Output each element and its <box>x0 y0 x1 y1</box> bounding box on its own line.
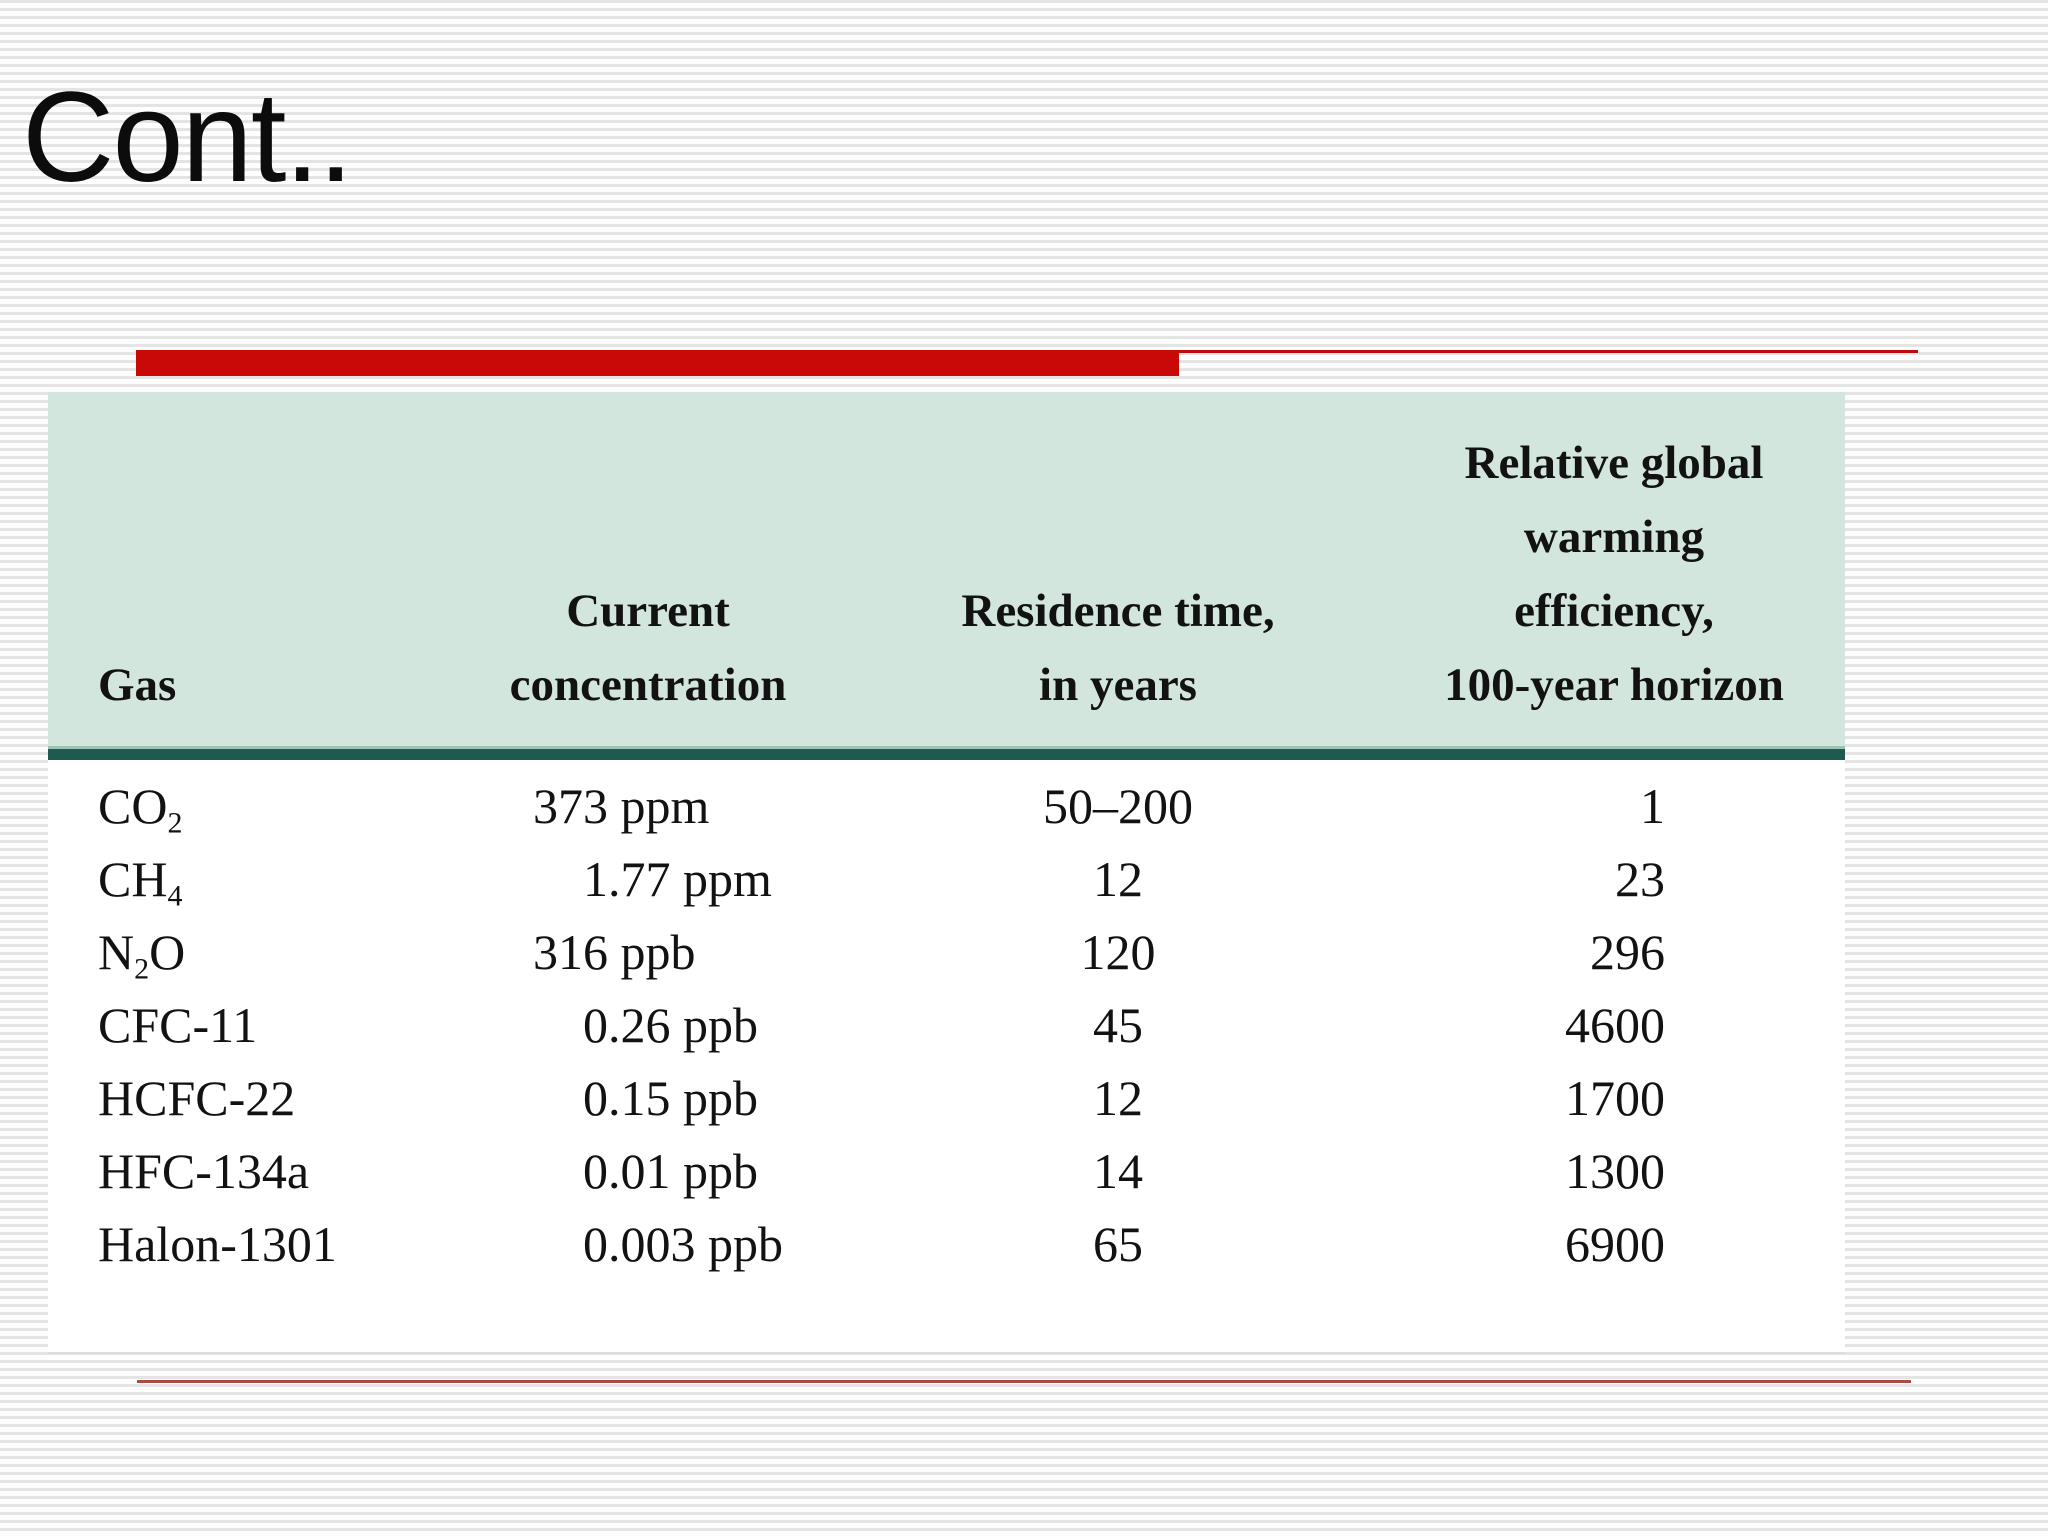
table-row: CO2 373 ppm 50–200 1 <box>48 770 1845 843</box>
warming-efficiency-cell: 4600 <box>1565 997 1665 1053</box>
concentration-integer: 0 <box>583 997 608 1053</box>
table-row: Halon-1301 0.003 ppb 65 6900 <box>48 1208 1845 1281</box>
concentration-cell: 0.003 ppb <box>388 1208 908 1281</box>
gas-subscript: 2 <box>134 952 150 986</box>
concentration-rest: .26 ppb <box>608 997 758 1053</box>
concentration-rest: ppm <box>608 778 710 834</box>
warming-efficiency-cell: 296 <box>1590 924 1665 980</box>
warming-efficiency-cell: 1300 <box>1565 1143 1665 1199</box>
gas-text: CH <box>98 851 168 907</box>
residence-time-cell: 65 <box>1093 1216 1143 1272</box>
greenhouse-gas-table: Gas Current concentration Residence time… <box>48 392 1845 1354</box>
gas-cell: CO2 <box>48 770 388 843</box>
concentration-integer: 1 <box>583 851 608 907</box>
residence-time-cell: 45 <box>1093 997 1143 1053</box>
bottom-thin-line <box>137 1380 1911 1383</box>
header-cell-warming-efficiency: Relative global warming efficiency, 100-… <box>1328 426 1845 722</box>
header-cell-residence-time: Residence time, in years <box>908 574 1328 722</box>
header-line: Gas <box>98 659 177 711</box>
concentration-rest: .15 ppb <box>608 1070 758 1126</box>
warming-efficiency-cell: 1 <box>1640 778 1665 834</box>
concentration-cell: 373 ppm <box>388 770 908 843</box>
concentration-integer: 316 <box>533 924 608 980</box>
accent-bar <box>136 350 1179 376</box>
concentration-integer: 373 <box>533 778 608 834</box>
warming-efficiency-cell: 23 <box>1615 851 1665 907</box>
concentration-rest: .003 ppb <box>608 1216 783 1272</box>
gas-cell: N2O <box>48 916 388 989</box>
concentration-rest: .01 ppb <box>608 1143 758 1199</box>
gas-text: HFC-134a <box>98 1143 310 1199</box>
header-line: warming <box>1523 511 1705 563</box>
header-line: efficiency, <box>1514 585 1714 637</box>
table-row: CFC-11 0.26 ppb 45 4600 <box>48 989 1845 1062</box>
concentration-cell: 1.77 ppm <box>388 843 908 916</box>
page-title: Cont.. <box>22 66 353 209</box>
concentration-rest: ppb <box>608 924 696 980</box>
header-line: in years <box>1039 659 1197 711</box>
concentration-integer: 0 <box>583 1143 608 1199</box>
header-cell-concentration: Current concentration <box>388 574 908 722</box>
gas-text: CO <box>98 778 168 834</box>
gas-text: CFC-11 <box>98 997 258 1053</box>
header-line: Residence time, <box>961 585 1275 637</box>
residence-time-cell: 14 <box>1093 1143 1143 1199</box>
gas-text: Halon-1301 <box>98 1216 337 1272</box>
warming-efficiency-cell: 6900 <box>1565 1216 1665 1272</box>
concentration-cell: 0.26 ppb <box>388 989 908 1062</box>
gas-cell: HFC-134a <box>48 1135 388 1208</box>
gas-subscript: 2 <box>167 806 183 840</box>
header-line: Relative global <box>1464 437 1764 489</box>
table-body: CO2 373 ppm 50–200 1 CH4 1.77 ppm 12 23 N2O 316 p… <box>48 760 1845 1281</box>
header-line: Current <box>566 585 730 637</box>
gas-cell: CFC-11 <box>48 989 388 1062</box>
table-row: CH4 1.77 ppm 12 23 <box>48 843 1845 916</box>
table-row: HFC-134a 0.01 ppb 14 1300 <box>48 1135 1845 1208</box>
concentration-integer: 0 <box>583 1216 608 1272</box>
concentration-cell: 316 ppb <box>388 916 908 989</box>
concentration-integer: 0 <box>583 1070 608 1126</box>
table-row: N2O 316 ppb 120 296 <box>48 916 1845 989</box>
table-header-row: Gas Current concentration Residence time… <box>48 392 1845 746</box>
gas-cell: HCFC-22 <box>48 1062 388 1135</box>
header-line: 100-year horizon <box>1444 659 1784 711</box>
concentration-rest: .77 ppm <box>608 851 772 907</box>
gas-subscript: 4 <box>167 879 183 913</box>
gas-cell: Halon-1301 <box>48 1208 388 1281</box>
header-cell-gas: Gas <box>48 648 388 722</box>
residence-time-cell: 120 <box>1080 924 1156 980</box>
residence-time-cell: 50–200 <box>1043 778 1193 834</box>
residence-time-cell: 12 <box>1093 851 1143 907</box>
table-row: HCFC-22 0.15 ppb 12 1700 <box>48 1062 1845 1135</box>
header-divider-rule <box>48 746 1845 760</box>
residence-time-cell: 12 <box>1093 1070 1143 1126</box>
concentration-cell: 0.15 ppb <box>388 1062 908 1135</box>
warming-efficiency-cell: 1700 <box>1565 1070 1665 1126</box>
concentration-cell: 0.01 ppb <box>388 1135 908 1208</box>
gas-cell: CH4 <box>48 843 388 916</box>
gas-text: O <box>149 924 186 980</box>
header-line: concentration <box>509 659 787 711</box>
gas-text: HCFC-22 <box>98 1070 296 1126</box>
gas-text: N <box>98 924 135 980</box>
